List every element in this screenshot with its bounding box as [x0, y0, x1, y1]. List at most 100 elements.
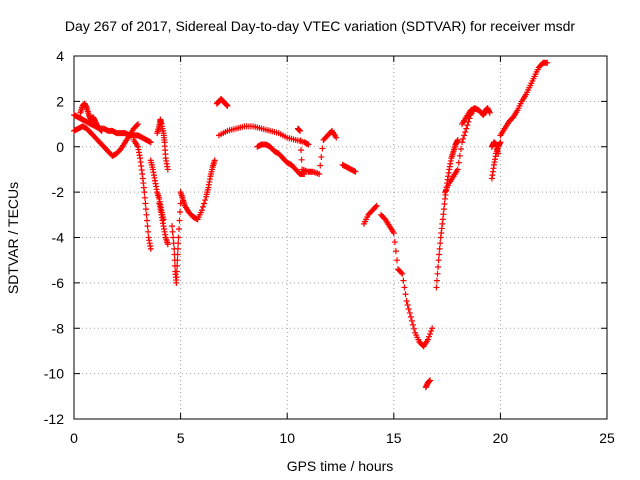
data-point-track-s: [460, 135, 467, 142]
x-tick-label: 25: [599, 430, 615, 446]
data-point-track-p: [403, 298, 410, 305]
x-tick-label: 15: [386, 430, 402, 446]
data-point-track-i: [202, 197, 209, 204]
data-point-track-s: [464, 122, 471, 129]
x-tick-label: 20: [493, 430, 509, 446]
data-point-track-p: [392, 248, 399, 255]
y-tick-label: -4: [52, 230, 65, 246]
data-point-track-p: [429, 325, 436, 332]
data-point-track-r: [436, 245, 443, 252]
data-point-track-h: [173, 274, 180, 281]
data-point-track-m: [296, 127, 303, 134]
chart-title: Day 267 of 2017, Sidereal Day-to-day VTE…: [64, 18, 576, 34]
data-point-track-v: [497, 139, 504, 146]
data-point-track-f: [164, 166, 171, 173]
data-point-track-m: [297, 137, 304, 144]
data-point-track-p: [408, 317, 415, 324]
data-point-track-r: [454, 136, 461, 143]
data-point-track-p: [405, 305, 412, 312]
data-point-track-a: [147, 139, 154, 146]
data-point-track-i: [199, 203, 206, 210]
data-point-track-h: [175, 234, 182, 241]
data-point-track-p: [390, 229, 397, 236]
data-point-track-h: [173, 268, 180, 275]
data-point-track-d: [142, 200, 149, 207]
data-point-track-g: [164, 241, 171, 248]
data-point-track-h: [174, 262, 181, 269]
axes-frame: [73, 55, 608, 420]
data-point-track-i: [201, 200, 208, 207]
data-point-track-m: [319, 145, 326, 152]
data-point-track-m: [298, 147, 305, 154]
data-point-track-m: [333, 134, 340, 141]
y-tick-label: 0: [56, 139, 64, 155]
data-point-track-d: [145, 228, 152, 235]
data-point-track-p: [391, 239, 398, 246]
data-point-track-k: [305, 141, 312, 148]
data-point-track-p: [427, 330, 434, 337]
data-point-track-r: [440, 211, 447, 218]
data-point-track-y: [544, 59, 551, 66]
data-point-track-r: [441, 201, 448, 208]
plot-border: [73, 55, 608, 420]
data-point-track-h: [174, 251, 181, 258]
data-point-track-d: [144, 223, 151, 230]
data-point-track-d: [141, 194, 148, 201]
x-axis-ticks: 0 5 10 15 20 25: [70, 56, 615, 446]
data-point-track-p: [407, 313, 414, 320]
data-point-track-p: [404, 301, 411, 308]
data-point-track-b: [133, 122, 140, 129]
grid-lines: [74, 56, 607, 419]
data-point-track-h: [173, 279, 180, 286]
data-point-track-d: [144, 217, 151, 224]
data-point-track-h: [169, 223, 176, 230]
data-point-track-r: [433, 277, 440, 284]
data-point-track-i: [211, 157, 218, 164]
data-point-track-o: [372, 203, 379, 210]
data-point-track-s: [462, 129, 469, 136]
data-point-track-u: [486, 109, 493, 116]
data-point-track-r: [440, 206, 447, 213]
x-tick-label: 5: [177, 430, 185, 446]
data-point-track-r: [436, 251, 443, 258]
data-point-track-s: [465, 118, 472, 125]
y-tick-label: -12: [44, 411, 64, 427]
data-point-track-p: [424, 336, 431, 343]
data-point-track-m: [298, 156, 305, 163]
data-point-track-p: [425, 333, 432, 340]
x-axis-label: GPS time / hours: [287, 458, 394, 474]
y-tick-label: -8: [52, 320, 65, 336]
data-point-track-n: [352, 168, 359, 175]
data-point-track-s: [455, 159, 462, 166]
data-point-track-i: [198, 207, 205, 214]
data-point-track-r: [435, 263, 442, 270]
data-point-track-p: [400, 277, 407, 284]
y-tick-label: 2: [56, 93, 64, 109]
data-point-track-p: [428, 328, 435, 335]
data-point-track-h: [177, 208, 184, 215]
data-point-track-w: [495, 150, 502, 157]
y-axis-ticks: -12 -10 -8 -6 -4 -2 0 2 4: [44, 48, 607, 427]
data-point-track-s: [456, 152, 463, 159]
data-point-track-h: [175, 240, 182, 247]
data-point-track-d: [141, 189, 148, 196]
data-point-track-d: [143, 211, 150, 218]
data-point-track-j: [224, 102, 231, 109]
data-point-track-s: [459, 139, 466, 146]
data-point-track-s: [463, 125, 470, 132]
data-point-track-p: [401, 284, 408, 291]
data-point-track-r: [439, 216, 446, 223]
data-point-track-p: [406, 309, 413, 316]
data-point-track-p: [409, 321, 416, 328]
data-point-track-m: [317, 162, 324, 169]
data-point-track-m: [316, 170, 323, 177]
y-tick-label: -2: [52, 184, 65, 200]
data-point-track-h: [170, 234, 177, 241]
data-point-track-r: [433, 284, 440, 291]
y-axis-label: SDTVAR / TECUs: [5, 182, 21, 294]
data-point-track-r: [437, 240, 444, 247]
data-point-track-h: [174, 245, 181, 252]
data-point-track-p: [411, 325, 418, 332]
data-point-track-q: [427, 377, 434, 384]
